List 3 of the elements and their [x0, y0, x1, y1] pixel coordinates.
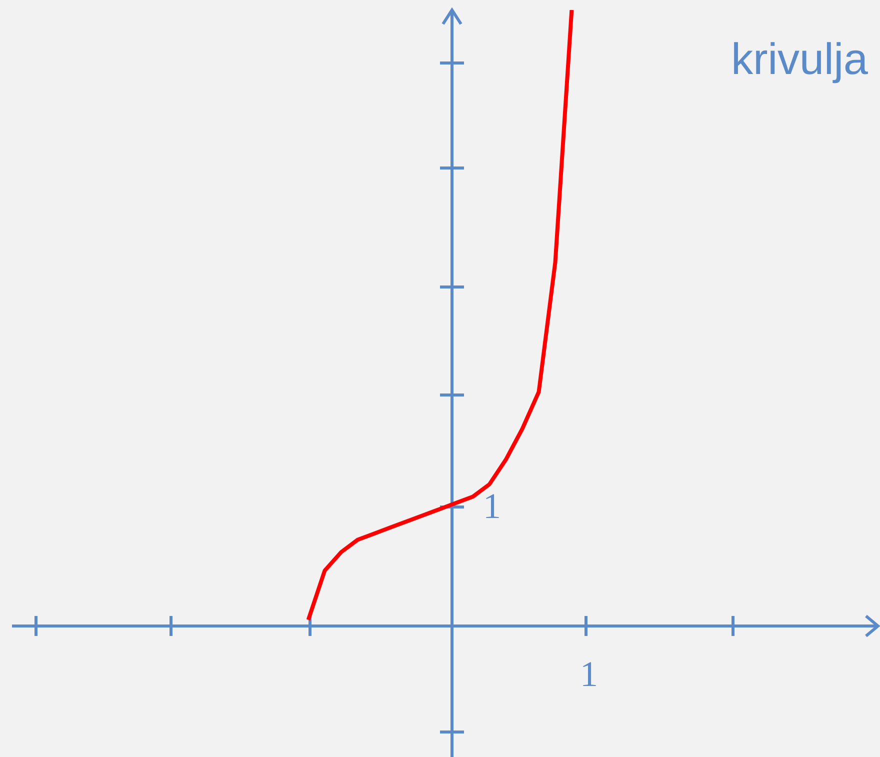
annotation: krivulja	[731, 35, 868, 84]
text: 1	[580, 654, 598, 694]
annotation: 1	[483, 486, 501, 526]
